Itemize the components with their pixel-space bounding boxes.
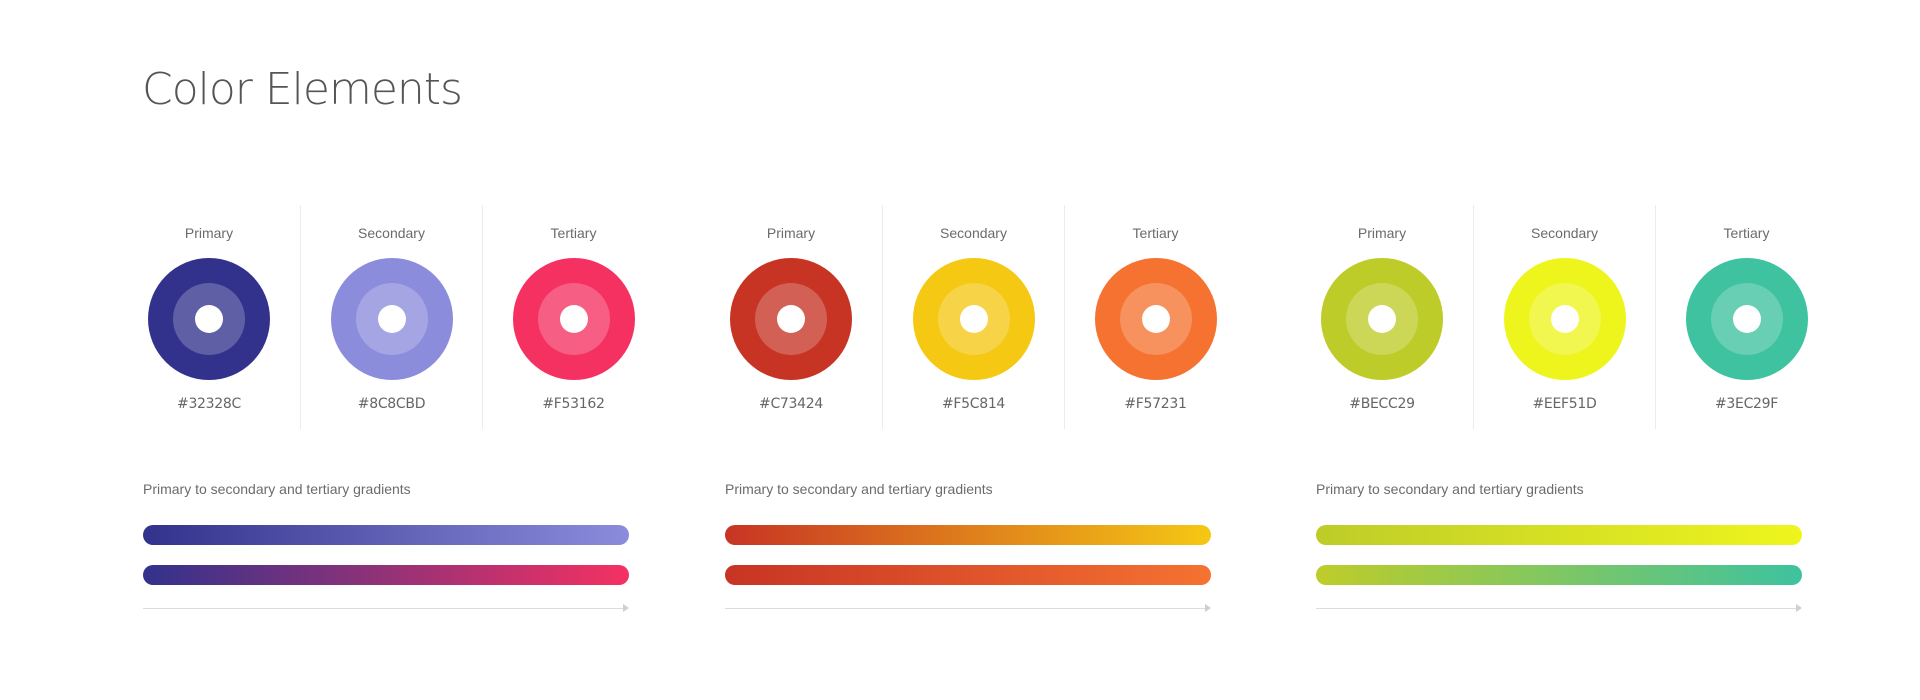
- arrow-head-icon: [1796, 604, 1802, 612]
- swatch-hex-code: #32328C: [177, 396, 241, 412]
- gradient-primary-to-tertiary: [725, 565, 1211, 585]
- ring-center: [1142, 305, 1170, 333]
- ring-center: [560, 305, 588, 333]
- ring-inner: [356, 283, 428, 355]
- gradient-group: Primary to secondary and tertiary gradie…: [143, 481, 629, 612]
- direction-arrow: [143, 604, 629, 612]
- palette-2: Primary #C73424 Secondary #F5C814 Tertia…: [700, 205, 1246, 612]
- swatch-label: Primary: [1357, 225, 1407, 241]
- swatch-label: Secondary: [940, 225, 1007, 241]
- swatch-secondary: Secondary #8C8CBD: [300, 205, 482, 429]
- palette-3: Primary #BECC29 Secondary #EEF51D Tertia…: [1291, 205, 1837, 612]
- color-ring: [1504, 258, 1626, 380]
- gradient-caption: Primary to secondary and tertiary gradie…: [725, 481, 993, 497]
- ring-inner: [1120, 283, 1192, 355]
- swatch-label: Secondary: [1531, 225, 1598, 241]
- swatch-hex-code: #8C8CBD: [357, 396, 426, 412]
- ring-center: [378, 305, 406, 333]
- swatch-row: Primary #32328C Secondary #8C8CBD Tertia…: [118, 205, 664, 429]
- swatch-label: Tertiary: [1723, 225, 1770, 241]
- ring-inner: [1529, 283, 1601, 355]
- swatch-tertiary: Tertiary #F53162: [482, 205, 664, 429]
- swatch-primary: Primary #32328C: [118, 205, 300, 429]
- ring-inner: [538, 283, 610, 355]
- color-ring: [1321, 258, 1443, 380]
- ring-center: [960, 305, 988, 333]
- color-ring: [148, 258, 270, 380]
- color-ring: [331, 258, 453, 380]
- direction-arrow: [725, 604, 1211, 612]
- gradient-primary-to-secondary: [1316, 525, 1802, 545]
- ring-center: [195, 305, 223, 333]
- swatch-label: Primary: [184, 225, 234, 241]
- color-ring: [1686, 258, 1808, 380]
- swatch-hex-code: #F5C814: [941, 396, 1006, 412]
- swatch-primary: Primary #C73424: [700, 205, 882, 429]
- gradient-primary-to-tertiary: [1316, 565, 1802, 585]
- swatch-row: Primary #C73424 Secondary #F5C814 Tertia…: [700, 205, 1246, 429]
- ring-inner: [1346, 283, 1418, 355]
- swatch-secondary: Secondary #F5C814: [882, 205, 1064, 429]
- gradient-caption: Primary to secondary and tertiary gradie…: [1316, 481, 1584, 497]
- ring-center: [1733, 305, 1761, 333]
- ring-inner: [173, 283, 245, 355]
- swatch-tertiary: Tertiary #3EC29F: [1655, 205, 1837, 429]
- color-ring: [913, 258, 1035, 380]
- swatch-hex-code: #BECC29: [1349, 396, 1415, 412]
- swatch-label: Primary: [766, 225, 816, 241]
- ring-center: [777, 305, 805, 333]
- gradient-group: Primary to secondary and tertiary gradie…: [725, 481, 1211, 612]
- gradient-primary-to-secondary: [143, 525, 629, 545]
- swatch-row: Primary #BECC29 Secondary #EEF51D Tertia…: [1291, 205, 1837, 429]
- gradient-caption: Primary to secondary and tertiary gradie…: [143, 481, 411, 497]
- swatch-hex-code: #EEF51D: [1532, 396, 1597, 412]
- gradient-primary-to-tertiary: [143, 565, 629, 585]
- color-ring: [513, 258, 635, 380]
- gradient-primary-to-secondary: [725, 525, 1211, 545]
- swatch-secondary: Secondary #EEF51D: [1473, 205, 1655, 429]
- arrow-head-icon: [623, 604, 629, 612]
- gradient-group: Primary to secondary and tertiary gradie…: [1316, 481, 1802, 612]
- page-title: Color Elements: [142, 64, 463, 115]
- ring-inner: [755, 283, 827, 355]
- ring-inner: [938, 283, 1010, 355]
- swatch-label: Tertiary: [1132, 225, 1179, 241]
- color-ring: [730, 258, 852, 380]
- color-ring: [1095, 258, 1217, 380]
- direction-arrow: [1316, 604, 1802, 612]
- ring-center: [1551, 305, 1579, 333]
- palette-1: Primary #32328C Secondary #8C8CBD Tertia…: [118, 205, 664, 612]
- arrow-head-icon: [1205, 604, 1211, 612]
- swatch-label: Secondary: [358, 225, 425, 241]
- swatch-primary: Primary #BECC29: [1291, 205, 1473, 429]
- swatch-hex-code: #C73424: [759, 396, 823, 412]
- ring-inner: [1711, 283, 1783, 355]
- ring-center: [1368, 305, 1396, 333]
- swatch-hex-code: #F53162: [542, 396, 605, 412]
- swatch-tertiary: Tertiary #F57231: [1064, 205, 1246, 429]
- swatch-label: Tertiary: [550, 225, 597, 241]
- swatch-hex-code: #F57231: [1124, 396, 1187, 412]
- swatch-hex-code: #3EC29F: [1714, 396, 1779, 412]
